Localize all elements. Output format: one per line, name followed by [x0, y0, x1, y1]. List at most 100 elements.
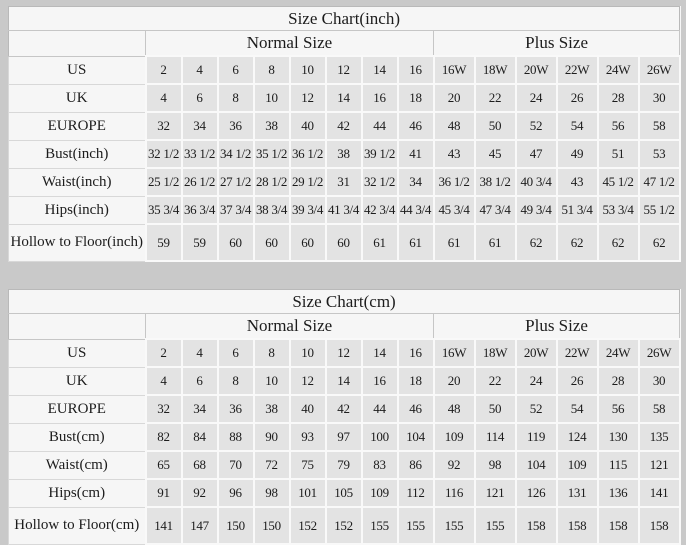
size-cell: 62: [637, 223, 681, 262]
size-cell: 30: [637, 366, 681, 396]
size-cell: 93: [288, 422, 327, 452]
size-cell: 40: [288, 394, 327, 424]
size-cell: 2: [144, 338, 183, 368]
size-cell: 10: [252, 83, 291, 113]
row-label: Hips(cm): [8, 478, 146, 508]
size-cell: 135: [637, 422, 681, 452]
size-cell: 20: [432, 83, 476, 113]
size-cell: 42: [324, 394, 363, 424]
size-cell: 105: [324, 478, 363, 508]
size-cell: 158: [637, 506, 681, 545]
size-cell: 12: [324, 338, 363, 368]
size-cell: 36 3/4: [180, 195, 219, 225]
size-cell: 50: [473, 111, 517, 141]
size-cell: 38 1/2: [473, 167, 517, 197]
table-row: EUROPE 32 34 36 38 40 42 44 46 48 50 52 54 56 58: [8, 394, 681, 424]
size-cell: 158: [555, 506, 599, 545]
size-cell: 61: [432, 223, 476, 262]
size-cell: 109: [432, 422, 476, 452]
size-cell: 26: [555, 366, 599, 396]
size-cell: 26 1/2: [180, 167, 219, 197]
table-row: Bust(inch) 32 1/2 33 1/2 34 1/2 35 1/2 36 1/2…: [8, 139, 681, 169]
row-label: US: [8, 338, 146, 368]
size-cell: 152: [288, 506, 327, 545]
size-chart-inch-table: Size Chart(inch) Normal Size Plus Size U…: [8, 6, 681, 262]
title-row: Size Chart(cm): [8, 289, 680, 314]
size-cell: 8: [216, 83, 255, 113]
corner-cell: [8, 30, 146, 57]
row-label: Bust(cm): [8, 422, 146, 452]
size-cell: 88: [216, 422, 255, 452]
size-cell: 16W: [432, 55, 476, 85]
size-cell: 136: [596, 478, 640, 508]
size-cell: 38: [324, 139, 363, 169]
row-label: EUROPE: [8, 111, 146, 141]
row-label: Waist(inch): [8, 167, 146, 197]
column-group-row: Normal Size Plus Size: [8, 313, 681, 340]
size-cell: 12: [288, 83, 327, 113]
size-cell: 6: [216, 338, 255, 368]
size-cell: 16: [396, 338, 435, 368]
size-cell: 52: [514, 111, 558, 141]
size-cell: 84: [180, 422, 219, 452]
size-cell: 6: [216, 55, 255, 85]
size-cell: 75: [288, 450, 327, 480]
row-label: EUROPE: [8, 394, 146, 424]
size-cell: 100: [360, 422, 399, 452]
size-cell: 31: [324, 167, 363, 197]
table-row: Hips(cm) 91 92 96 98 101 105 109 112 116 121 126 131…: [8, 478, 681, 508]
size-cell: 18: [396, 83, 435, 113]
size-cell: 60: [324, 223, 363, 262]
size-cell: 155: [360, 506, 399, 545]
size-cell: 32: [144, 111, 183, 141]
size-cell: 24: [514, 83, 558, 113]
table-row: EUROPE 32 34 36 38 40 42 44 46 48 50 52 54 56 58: [8, 111, 681, 141]
normal-size-header: Normal Size: [145, 30, 434, 57]
size-cell: 34 1/2: [216, 139, 255, 169]
size-cell: 36: [216, 111, 255, 141]
size-cell: 46: [396, 111, 435, 141]
size-cell: 27 1/2: [216, 167, 255, 197]
size-cell: 36 1/2: [432, 167, 476, 197]
row-label: Hollow to Floor(cm): [8, 506, 146, 545]
size-cell: 34: [180, 111, 219, 141]
size-cell: 62: [596, 223, 640, 262]
size-cell: 32 1/2: [144, 139, 183, 169]
size-cell: 56: [596, 111, 640, 141]
size-cell: 155: [396, 506, 435, 545]
size-cell: 44: [360, 394, 399, 424]
size-cell: 16: [360, 83, 399, 113]
size-cell: 121: [473, 478, 517, 508]
size-cell: 28: [596, 83, 640, 113]
title-row: Size Chart(inch): [8, 6, 680, 31]
size-cell: 49 3/4: [514, 195, 558, 225]
size-cell: 34: [396, 167, 435, 197]
size-cell: 38: [252, 111, 291, 141]
size-cell: 18W: [473, 338, 517, 368]
size-cell: 25 1/2: [144, 167, 183, 197]
size-cell: 53: [637, 139, 681, 169]
size-cell: 59: [144, 223, 183, 262]
size-cell: 24W: [596, 338, 640, 368]
size-cell: 92: [432, 450, 476, 480]
size-cell: 18: [396, 366, 435, 396]
table-row: US 2 4 6 8 10 12 14 16 16W 18W 20W 22W 24W 26W: [8, 55, 681, 85]
size-cell: 47 1/2: [637, 167, 681, 197]
size-cell: 32: [144, 394, 183, 424]
size-cell: 70: [216, 450, 255, 480]
size-cell: 79: [324, 450, 363, 480]
size-cell: 82: [144, 422, 183, 452]
size-cell: 43: [555, 167, 599, 197]
size-cell: 22: [473, 83, 517, 113]
size-cell: 34: [180, 394, 219, 424]
size-cell: 20W: [514, 338, 558, 368]
size-cell: 45 1/2: [596, 167, 640, 197]
size-cell: 97: [324, 422, 363, 452]
size-cell: 28 1/2: [252, 167, 291, 197]
size-cell: 112: [396, 478, 435, 508]
table-row: Bust(cm) 82 84 88 90 93 97 100 104 109 114 119 124 13…: [8, 422, 681, 452]
size-cell: 54: [555, 394, 599, 424]
normal-size-header: Normal Size: [145, 313, 434, 340]
table-row: UK 4 6 8 10 12 14 16 18 20 22 24 26 28 30: [8, 83, 681, 113]
size-cell: 50: [473, 394, 517, 424]
